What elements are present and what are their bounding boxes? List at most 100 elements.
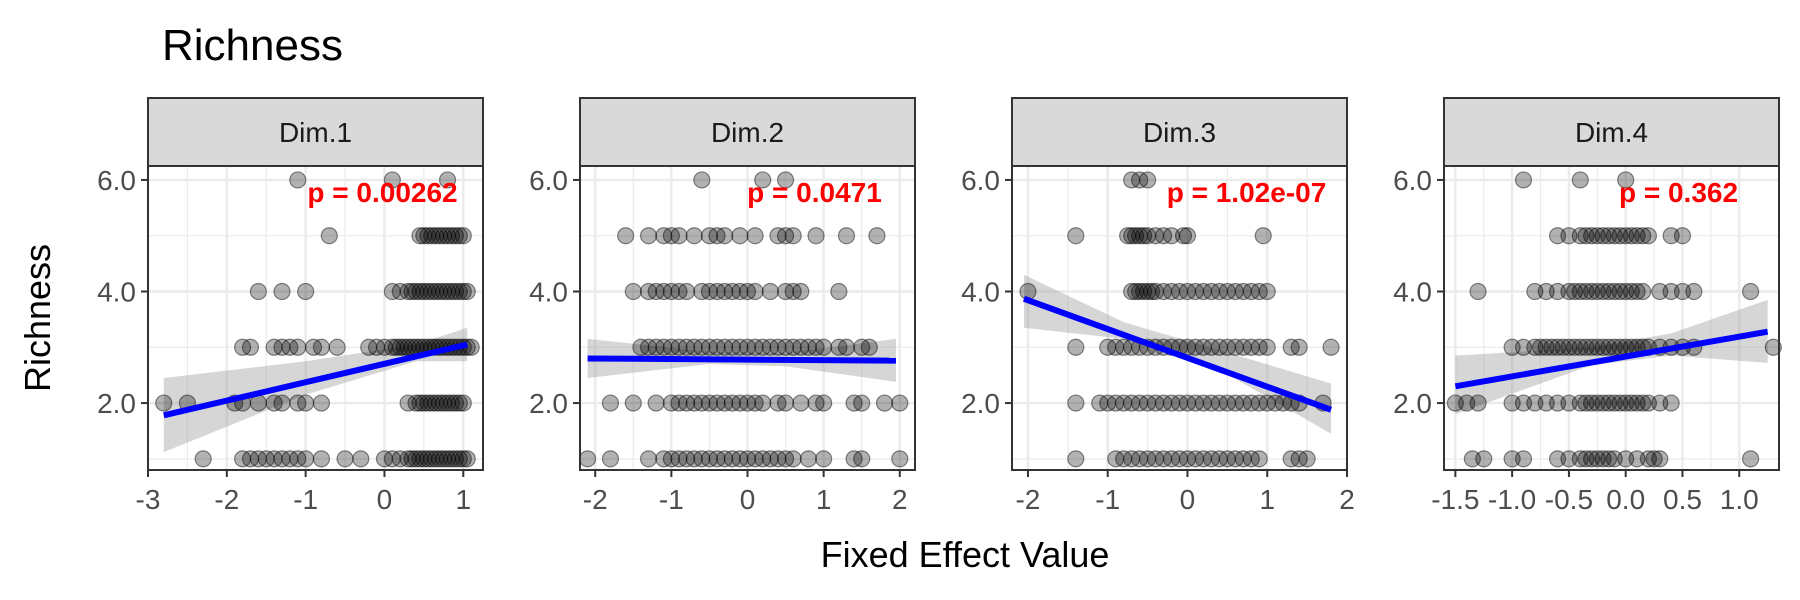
data-point	[407, 394, 425, 412]
data-point	[1099, 338, 1117, 356]
data-point	[454, 450, 472, 468]
data-point	[399, 394, 417, 412]
data-point	[1154, 450, 1173, 468]
data-point	[677, 338, 696, 356]
panel-border	[1443, 165, 1780, 471]
x-tick-label: -1.0	[1488, 484, 1536, 515]
data-point	[391, 338, 409, 356]
data-point	[731, 450, 749, 468]
data-point	[693, 282, 711, 301]
data-point	[442, 227, 461, 245]
facet-strip	[147, 97, 484, 167]
data-point	[411, 282, 429, 301]
data-point	[1645, 450, 1663, 468]
data-point	[289, 450, 307, 468]
data-point	[1226, 338, 1244, 356]
data-point	[312, 450, 331, 468]
regression-line	[1022, 295, 1333, 413]
data-point	[1258, 338, 1276, 356]
data-point	[411, 450, 429, 468]
facet-strip	[1443, 97, 1780, 167]
data-point	[1548, 338, 1567, 356]
data-point	[273, 338, 291, 356]
data-point	[693, 338, 711, 356]
data-point	[1588, 338, 1606, 356]
data-point	[391, 450, 409, 468]
data-point	[434, 394, 453, 412]
data-point	[677, 394, 696, 412]
data-point	[868, 227, 886, 245]
data-point	[677, 450, 696, 468]
data-point	[685, 227, 703, 245]
data-point	[776, 282, 795, 301]
data-point	[1282, 338, 1300, 356]
data-point	[423, 227, 441, 245]
data-point	[241, 338, 260, 356]
data-point	[1617, 450, 1635, 468]
data-point	[1234, 394, 1252, 412]
data-point	[450, 227, 468, 245]
data-point	[367, 338, 386, 356]
data-point	[1571, 227, 1589, 245]
data-point	[415, 282, 433, 301]
x-tick-label: 0.5	[1663, 484, 1702, 515]
data-point	[1622, 227, 1640, 245]
data-point	[807, 227, 825, 245]
x-tick-label: -3	[136, 484, 161, 515]
data-point	[1154, 227, 1173, 245]
data-point	[431, 450, 449, 468]
data-point	[1115, 394, 1133, 412]
data-point	[746, 394, 764, 412]
data-point	[700, 338, 719, 356]
data-point	[423, 394, 441, 412]
data-point	[1127, 227, 1145, 245]
data-point	[716, 450, 734, 468]
data-point	[360, 338, 378, 356]
data-point	[708, 394, 726, 412]
data-point	[1218, 450, 1236, 468]
data-point	[249, 282, 267, 301]
data-point	[458, 450, 476, 468]
data-point	[647, 282, 665, 301]
data-point	[427, 450, 445, 468]
data-point	[746, 227, 764, 245]
data-point	[647, 394, 665, 412]
y-tick-label: 6.0	[961, 165, 1000, 196]
data-point	[1119, 227, 1137, 245]
data-point	[1571, 450, 1589, 468]
data-point	[336, 450, 354, 468]
y-tick-label: 4.0	[1393, 277, 1432, 308]
data-point	[1469, 282, 1487, 301]
data-point	[670, 338, 688, 356]
data-point	[1290, 450, 1308, 468]
data-point	[655, 450, 673, 468]
data-point	[1154, 394, 1173, 412]
data-point	[454, 282, 472, 301]
data-point	[1673, 227, 1692, 245]
data-point	[1600, 450, 1618, 468]
data-point	[1565, 338, 1584, 356]
data-point	[776, 227, 795, 245]
data-point	[1067, 394, 1085, 412]
x-tick-label: 0	[1180, 484, 1196, 515]
data-point	[312, 394, 331, 412]
data-point	[807, 338, 825, 356]
data-point	[438, 282, 457, 301]
data-point	[1469, 394, 1487, 412]
data-point	[807, 394, 825, 412]
data-point	[446, 282, 465, 301]
data-point	[403, 450, 421, 468]
data-point	[1162, 227, 1181, 245]
data-point	[407, 282, 425, 301]
facet-strip-label: Dim.1	[279, 117, 352, 148]
data-point	[579, 450, 597, 468]
data-point	[662, 338, 680, 356]
data-point	[1210, 338, 1228, 356]
data-point	[1628, 227, 1646, 245]
data-point	[450, 450, 468, 468]
data-point	[1250, 394, 1268, 412]
data-point	[391, 282, 409, 301]
data-point	[1611, 227, 1629, 245]
facet-panel-1: Dim.1 p = 0.00262 2.0 4.0 6.0 -3 -2 -1 0 1	[97, 97, 484, 515]
data-point	[792, 338, 810, 356]
